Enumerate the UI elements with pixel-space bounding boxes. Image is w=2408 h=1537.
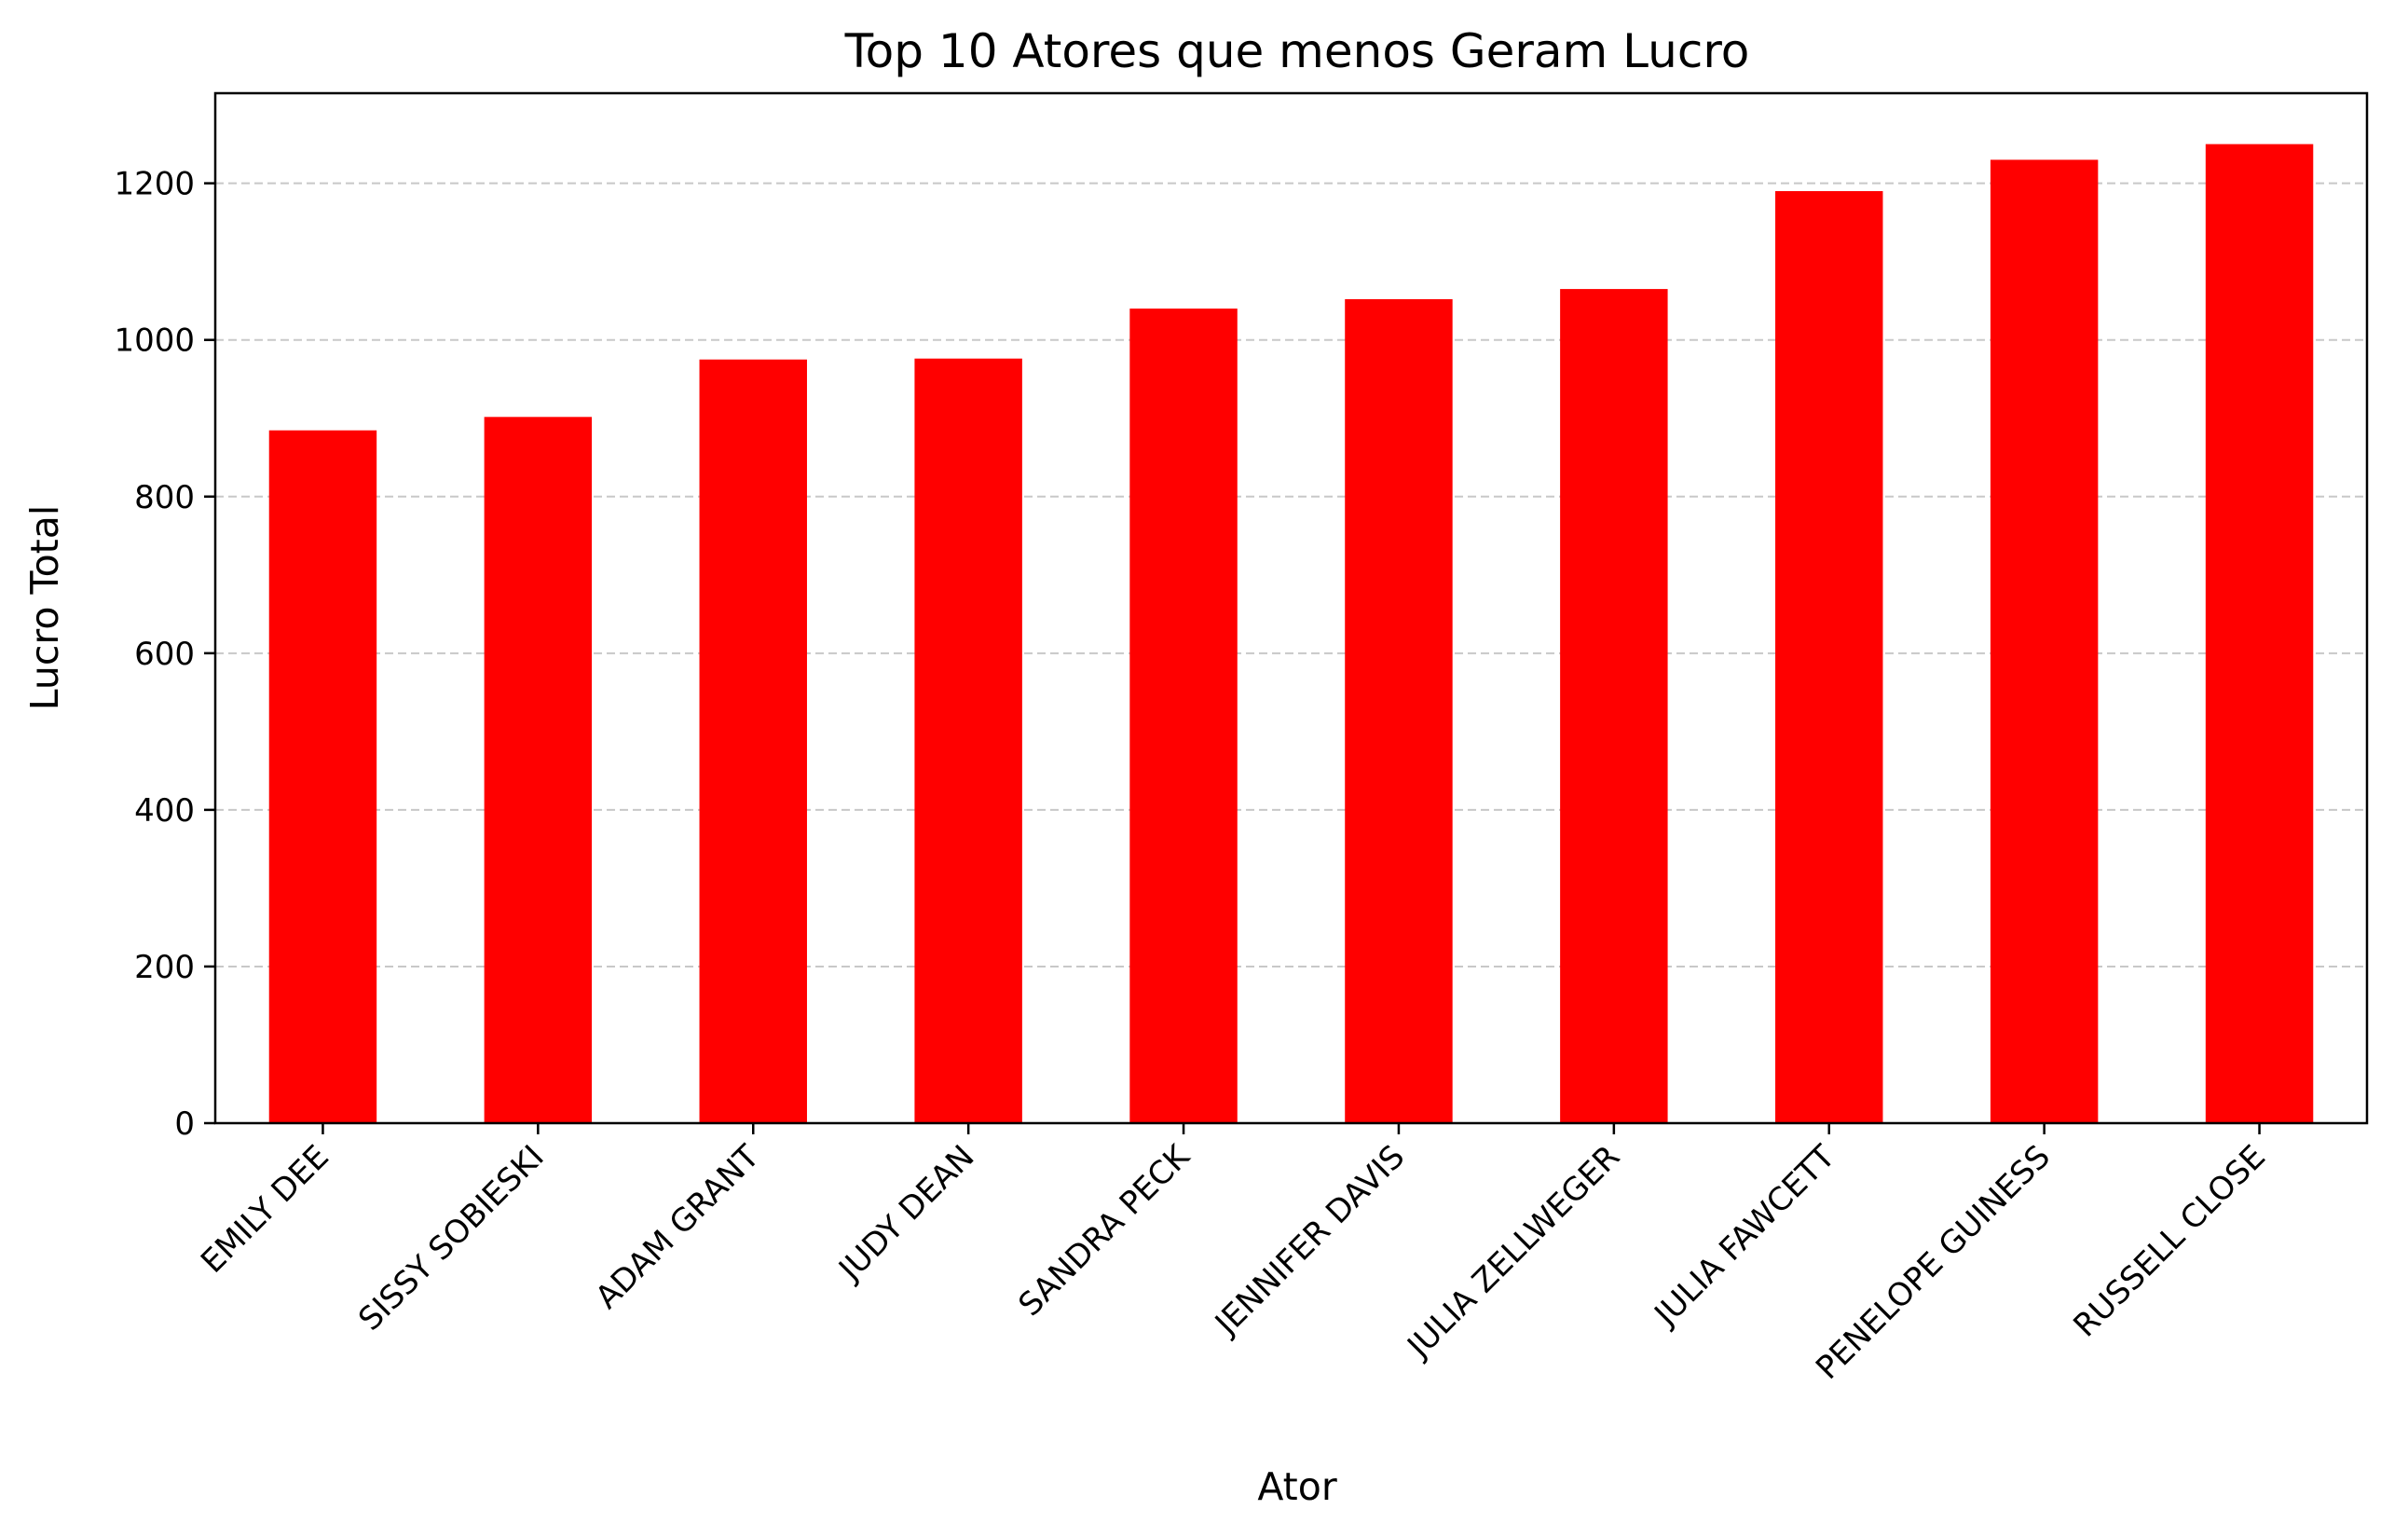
bar <box>699 359 807 1123</box>
bar <box>1345 299 1453 1123</box>
y-tick-label: 0 <box>174 1105 195 1143</box>
bar <box>914 358 1022 1123</box>
y-tick-label: 400 <box>134 792 195 830</box>
y-tick-label: 200 <box>134 949 195 986</box>
y-tick-label: 1200 <box>114 166 195 203</box>
y-axis-label: Lucro Total <box>22 505 67 710</box>
bar <box>2205 144 2314 1124</box>
bar <box>1560 289 1668 1123</box>
chart-title: Top 10 Atores que menos Geram Lucro <box>844 24 1750 78</box>
bar <box>1129 309 1238 1124</box>
y-axis-ticks: 0 200 400 600 800 1000 1200 <box>114 166 215 1143</box>
y-tick-label: 800 <box>134 479 195 516</box>
bar <box>1775 191 1883 1123</box>
bars <box>268 144 2314 1124</box>
bar <box>484 417 593 1123</box>
y-tick-label: 1000 <box>114 322 195 360</box>
x-axis-label: Ator <box>1257 1464 1336 1509</box>
y-tick-label: 600 <box>134 636 195 673</box>
bar <box>1990 159 2099 1123</box>
bar <box>268 430 377 1123</box>
plot-frame <box>213 91 2369 1125</box>
